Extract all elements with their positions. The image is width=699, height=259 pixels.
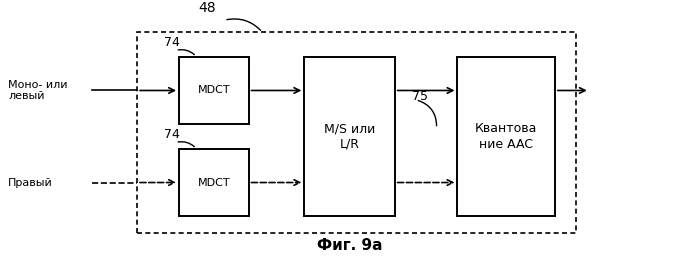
Text: 74: 74 (164, 36, 180, 49)
Text: Моно- или
левый: Моно- или левый (8, 80, 68, 101)
FancyBboxPatch shape (179, 149, 249, 217)
Text: 75: 75 (412, 90, 428, 103)
Text: Квантова
ние AAC: Квантова ние AAC (475, 123, 538, 150)
Text: Фиг. 9а: Фиг. 9а (317, 238, 382, 253)
Text: Правый: Правый (8, 177, 53, 188)
Text: 74: 74 (164, 128, 180, 141)
Text: MDCT: MDCT (197, 177, 230, 188)
FancyBboxPatch shape (304, 56, 395, 217)
FancyBboxPatch shape (457, 56, 555, 217)
Text: MDCT: MDCT (197, 85, 230, 96)
Text: 48: 48 (198, 1, 215, 15)
Text: M/S или
L/R: M/S или L/R (324, 123, 375, 150)
FancyBboxPatch shape (179, 56, 249, 124)
